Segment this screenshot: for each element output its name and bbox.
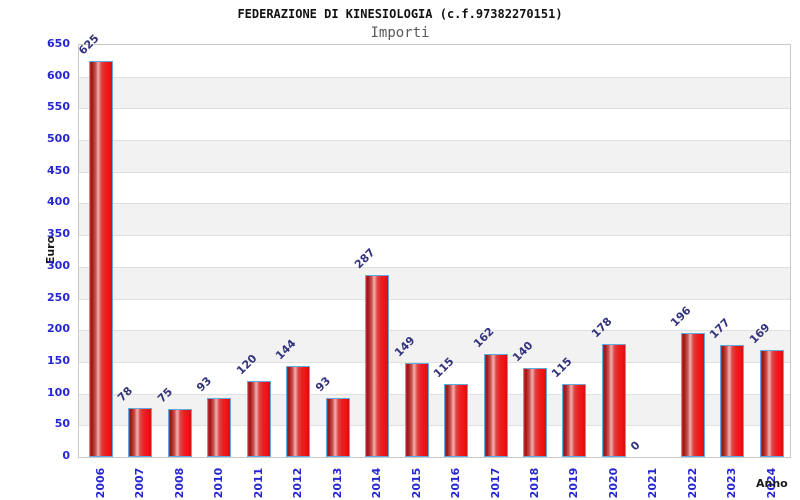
- gridline: [79, 108, 790, 110]
- x-axis-title: Anno: [756, 477, 788, 490]
- chart-subtitle: Importi: [370, 25, 430, 41]
- y-tick-label: 0: [62, 449, 70, 462]
- x-tick-label: 2015: [409, 467, 423, 499]
- bar-value-label: 0: [628, 438, 643, 454]
- x-tick-label: 2023: [725, 467, 739, 499]
- y-tick-label: 450: [47, 163, 70, 177]
- y-tick-label: 100: [47, 385, 70, 399]
- bar: [523, 368, 547, 457]
- bar: [128, 408, 152, 457]
- x-tick-label: 2017: [488, 467, 502, 499]
- x-tick-label: 2020: [606, 467, 620, 499]
- y-tick-label: 400: [47, 195, 70, 209]
- bar-value-label: 93: [194, 374, 215, 395]
- grid-band: [79, 203, 790, 236]
- y-tick-label: 300: [47, 258, 70, 272]
- bar: [681, 333, 705, 457]
- grid-band: [79, 393, 790, 426]
- x-tick-label: 2019: [567, 467, 581, 499]
- y-tick-label: 200: [47, 322, 70, 336]
- x-tick-label: 2007: [133, 467, 147, 499]
- grid-band: [79, 140, 790, 172]
- gridline: [79, 140, 790, 142]
- bar: [484, 354, 508, 457]
- bar-value-label: 93: [313, 374, 334, 395]
- bar: [405, 363, 429, 457]
- grid-band: [79, 266, 790, 299]
- bar: [286, 366, 310, 457]
- bar: [760, 350, 784, 457]
- gridline: [79, 330, 790, 332]
- bar: [562, 384, 586, 457]
- grid-band: [79, 76, 790, 109]
- y-tick-label: 650: [47, 37, 70, 50]
- gridline: [79, 361, 790, 363]
- y-tick-label: 250: [47, 290, 70, 304]
- bar-value-label: 196: [668, 303, 694, 330]
- x-tick-label: 2006: [94, 467, 107, 499]
- y-tick-label: 500: [47, 132, 70, 146]
- x-tick-label: 2018: [527, 467, 541, 499]
- y-tick-label: 150: [47, 353, 70, 367]
- bar: [602, 344, 626, 457]
- gridline: [79, 76, 790, 78]
- bar: [207, 398, 231, 457]
- x-tick-label: 2016: [449, 467, 463, 499]
- y-tick-label: 550: [47, 100, 70, 114]
- gridline: [79, 393, 790, 395]
- x-tick-label: 2008: [172, 467, 186, 499]
- bar: [326, 398, 350, 457]
- gridline: [79, 298, 790, 300]
- y-tick-label: 50: [54, 417, 70, 431]
- x-tick-label: 2014: [370, 467, 384, 499]
- gridline: [79, 235, 790, 237]
- x-tick-label: 2011: [251, 467, 265, 499]
- y-tick-label: 600: [47, 68, 70, 82]
- bar: [444, 384, 468, 457]
- gridline: [79, 425, 790, 427]
- plot-area: 625 2006 78 2007 75 2008 93 2010 120 2011 144 2012 9…: [76, 32, 791, 498]
- bar: [720, 345, 744, 457]
- bar: [168, 409, 192, 457]
- x-tick-label: 2010: [212, 467, 226, 499]
- bar: [247, 381, 271, 457]
- x-tick-label: 2022: [685, 467, 699, 499]
- bar: [365, 275, 389, 457]
- x-tick-label: 2013: [330, 467, 344, 499]
- x-tick-label: 2021: [646, 467, 660, 499]
- bar: [89, 61, 113, 457]
- chart-title: FEDERAZIONE DI KINESIOLOGIA (c.f.9738227…: [237, 7, 563, 21]
- gridline: [79, 171, 790, 173]
- gridline: [79, 203, 790, 205]
- y-tick-label: 350: [47, 227, 70, 241]
- x-tick-label: 2012: [291, 467, 305, 499]
- gridline: [79, 266, 790, 268]
- grid-band: [79, 330, 790, 362]
